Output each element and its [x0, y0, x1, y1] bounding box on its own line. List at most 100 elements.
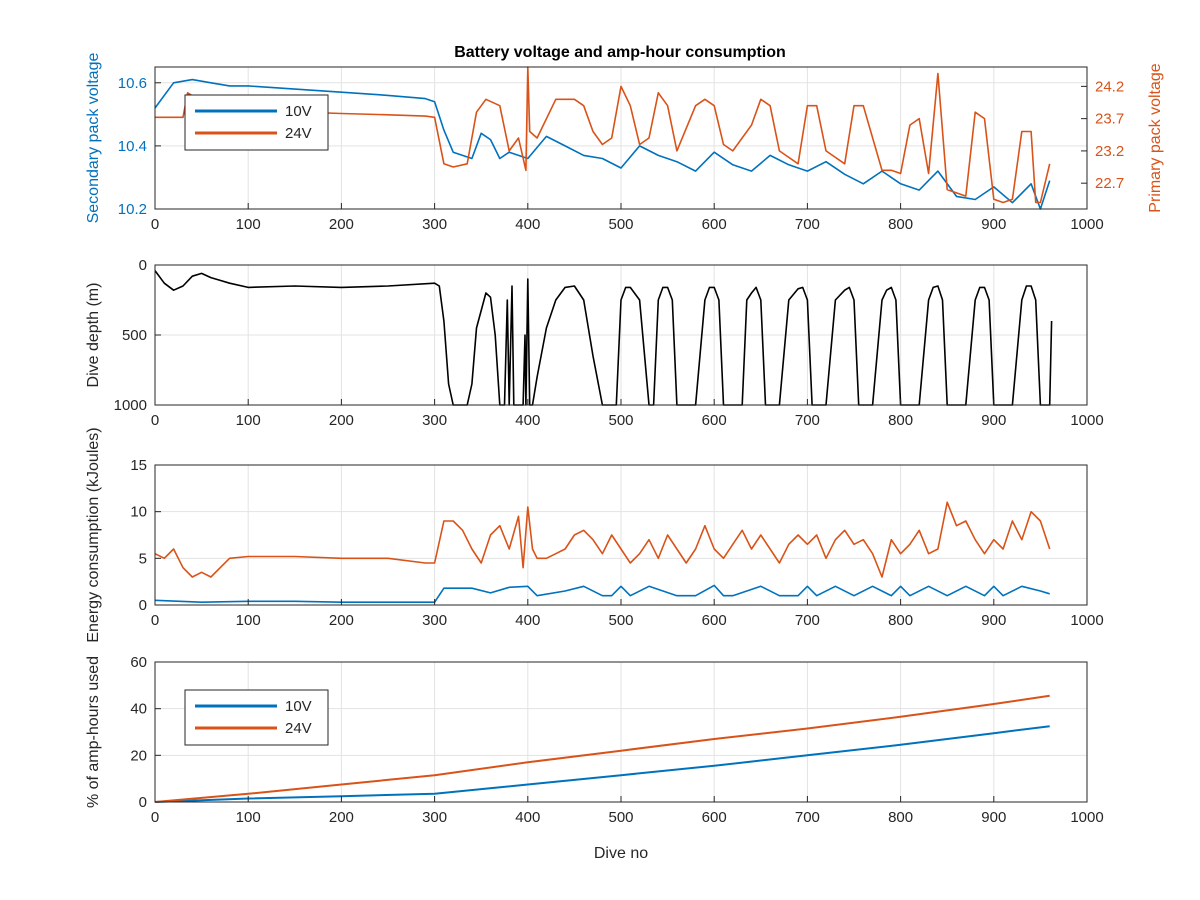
depth-x-ticks: 0 100 200 300 400 500 600 700 800 900 1000	[151, 399, 1104, 429]
amphours-series	[154, 694, 1050, 803]
x-tick-label: 200	[329, 216, 354, 233]
x-tick-label: 700	[795, 809, 820, 826]
amphours-xlabel: Dive no	[594, 845, 648, 862]
y-tick-label: 60	[130, 654, 147, 671]
y-right-tick-label: 23.7	[1095, 111, 1124, 128]
legend-label: 10V	[285, 103, 312, 120]
voltage-y-ticks: 10.2 10.4 10.6	[118, 75, 161, 218]
y-tick-label: 0	[139, 597, 147, 614]
y-tick-label: 5	[139, 550, 147, 567]
x-tick-label: 1000	[1070, 809, 1103, 826]
energy-ylabel: Energy consumption (kJoules)	[85, 427, 102, 642]
x-tick-label: 900	[981, 412, 1006, 429]
voltage-series	[154, 66, 1051, 210]
x-tick-label: 300	[422, 412, 447, 429]
x-tick-label: 400	[515, 809, 540, 826]
x-tick-label: 900	[981, 612, 1006, 629]
y-tick-label: 10.4	[118, 138, 147, 155]
x-tick-label: 900	[981, 216, 1006, 233]
series-line-24v	[155, 66, 1051, 204]
x-tick-label: 0	[151, 809, 159, 826]
x-tick-label: 900	[981, 809, 1006, 826]
x-tick-label: 600	[702, 809, 727, 826]
x-tick-label: 800	[888, 412, 913, 429]
x-tick-label: 100	[236, 612, 261, 629]
y-right-tick-label: 23.2	[1095, 143, 1124, 160]
y-right-tick-label: 22.7	[1095, 175, 1124, 192]
y-tick-label: 15	[130, 457, 147, 474]
amphours-y-ticks: 0 20 40 60	[130, 654, 161, 811]
amphours-panel: 0 100 200 300 400 500 600 700 800 900 1000 0 20 40 60…	[85, 654, 1104, 862]
legend-label: 24V	[285, 720, 312, 737]
x-tick-label: 100	[236, 809, 261, 826]
y-tick-label: 10	[130, 504, 147, 521]
series-line-10v	[154, 78, 1051, 210]
x-tick-label: 600	[702, 412, 727, 429]
x-tick-label: 200	[329, 412, 354, 429]
energy-x-ticks: 0 100 200 300 400 500 600 700 800 900 1000	[151, 599, 1104, 629]
x-tick-label: 800	[888, 216, 913, 233]
legend-box	[184, 689, 329, 746]
x-tick-label: 500	[608, 809, 633, 826]
x-tick-label: 200	[329, 809, 354, 826]
y-tick-label: 20	[130, 747, 147, 764]
x-tick-label: 400	[515, 612, 540, 629]
x-tick-label: 1000	[1070, 412, 1103, 429]
series-line-10v	[154, 584, 1050, 604]
voltage-ylabel: Secondary pack voltage	[85, 53, 102, 224]
y-tick-label: 500	[122, 327, 147, 344]
x-tick-label: 500	[608, 412, 633, 429]
legend-box	[184, 94, 329, 151]
x-tick-label: 400	[515, 216, 540, 233]
x-tick-label: 800	[888, 612, 913, 629]
x-tick-label: 700	[795, 612, 820, 629]
x-tick-label: 300	[422, 612, 447, 629]
x-tick-label: 1000	[1070, 612, 1103, 629]
amphours-x-ticks: 0 100 200 300 400 500 600 700 800 900 1000	[151, 796, 1104, 826]
x-tick-label: 100	[236, 412, 261, 429]
x-tick-label: 700	[795, 412, 820, 429]
energy-panel: 0 100 200 300 400 500 600 700 800 900 1000 051015 …	[85, 427, 1104, 642]
depth-ylabel: Dive depth (m)	[85, 283, 102, 388]
series-line-10v	[154, 725, 1050, 803]
x-tick-label: 200	[329, 612, 354, 629]
x-tick-label: 800	[888, 809, 913, 826]
energy-series	[154, 501, 1051, 604]
legend-label: 24V	[285, 125, 312, 142]
y-tick-label: 10.2	[118, 201, 147, 218]
voltage-x-ticks: 0 100 200 300 400 500 600 700 800 900 1000	[151, 203, 1104, 233]
x-tick-label: 600	[702, 216, 727, 233]
x-tick-label: 0	[151, 216, 159, 233]
x-tick-label: 400	[515, 412, 540, 429]
x-tick-label: 0	[151, 412, 159, 429]
y-tick-label: 0	[139, 257, 147, 274]
voltage-ylabel-right: Primary pack voltage	[1147, 63, 1164, 212]
x-tick-label: 500	[608, 216, 633, 233]
x-tick-label: 300	[422, 216, 447, 233]
voltage-y-ticks-right: 22.7 23.2 23.7 24.2	[1081, 78, 1124, 192]
y-tick-label: 10.6	[118, 75, 147, 92]
y-tick-label: 40	[130, 701, 147, 718]
x-tick-label: 100	[236, 216, 261, 233]
figure-title: Battery voltage and amp-hour consumption	[454, 44, 786, 61]
series-line-24v	[154, 501, 1051, 578]
voltage-panel: 0 100 200 300 400 500 600 700 800 900 1000 10.210.…	[85, 53, 1164, 233]
x-tick-label: 500	[608, 612, 633, 629]
x-tick-label: 1000	[1070, 216, 1103, 233]
y-right-tick-label: 24.2	[1095, 78, 1124, 95]
energy-y-ticks: 0 5 10 15	[130, 457, 161, 614]
y-tick-label: 1000	[114, 397, 147, 414]
amphours-ylabel: % of amp-hours used	[85, 656, 102, 808]
x-tick-label: 0	[151, 612, 159, 629]
x-tick-label: 600	[702, 612, 727, 629]
y-tick-label: 0	[139, 794, 147, 811]
depth-y-ticks: 0 500 1000	[114, 257, 161, 414]
series-line-24v	[154, 694, 1050, 803]
x-tick-label: 300	[422, 809, 447, 826]
legend-label: 10V	[285, 698, 312, 715]
x-tick-label: 700	[795, 216, 820, 233]
